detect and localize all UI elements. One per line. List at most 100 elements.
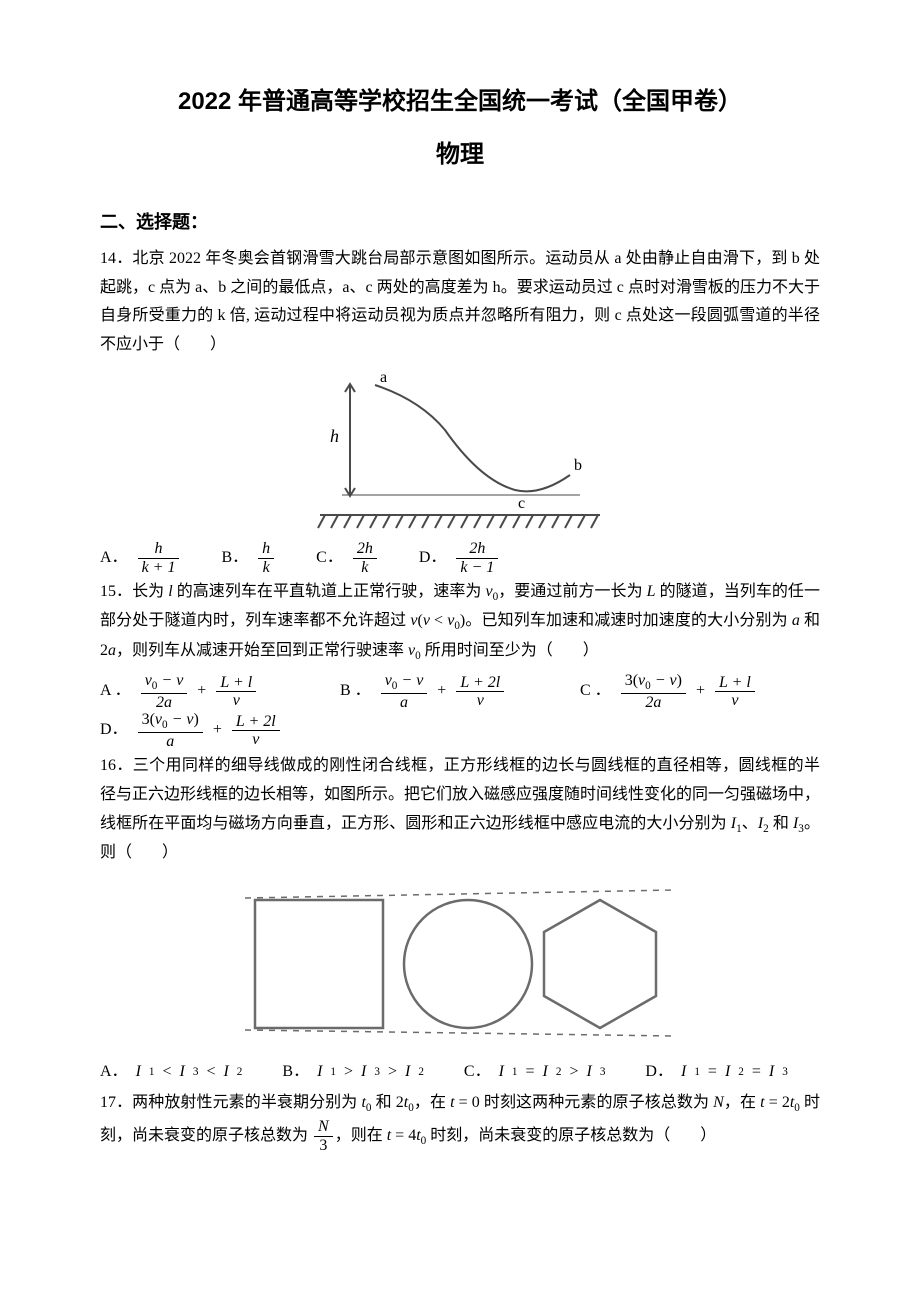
rel2: <: [206, 1058, 215, 1087]
ski-jump-diagram: a b c h: [280, 370, 640, 530]
n1: v: [385, 672, 392, 689]
frac-num: 2h: [353, 540, 377, 559]
opt-label: A．: [100, 544, 128, 573]
q15-t3: ，要通过前方一长为: [498, 583, 646, 600]
n2: L + l: [715, 674, 755, 693]
frac-den: k + 1: [138, 559, 180, 577]
eq: =: [526, 1058, 535, 1087]
q14-options: A． hk + 1 B． hk C． 2hk D． 2hk − 1: [100, 540, 820, 576]
d1: 2a: [621, 694, 686, 712]
four: 4: [408, 1127, 416, 1144]
rel: >: [344, 1058, 353, 1087]
q14-opt-a: A． hk + 1: [100, 540, 181, 576]
c2: 2: [396, 1094, 404, 1111]
d2: v: [232, 731, 280, 749]
question-16: 16．三个用同样的细导线做成的刚性闭合线框，正方形线框的边长与圆线框的直径相等，…: [100, 752, 820, 868]
s3: 3: [193, 1062, 199, 1082]
page-subtitle: 物理: [100, 133, 820, 176]
s1: 1: [330, 1062, 336, 1082]
lt: <: [430, 612, 447, 629]
s2: 2: [237, 1062, 243, 1082]
opt-label: B ．: [340, 677, 371, 706]
opt-label: D．: [419, 544, 447, 573]
question-14: 14．北京 2022 年冬奥会首钢滑雪大跳台局部示意图如图所示。运动员从 a 处…: [100, 245, 820, 360]
I2: I: [725, 1058, 730, 1087]
fn: N: [314, 1118, 333, 1137]
label-c: c: [518, 495, 525, 512]
q14-end: ）: [210, 336, 226, 353]
s2: 2: [556, 1062, 562, 1082]
I2: I: [223, 1058, 228, 1087]
d2: v: [456, 692, 504, 710]
var-a2: a: [108, 642, 116, 659]
eq2: =: [765, 1094, 782, 1111]
s2: 2: [418, 1062, 424, 1082]
q14-opt-c: C． 2hk: [316, 540, 379, 576]
d2: 和: [769, 815, 793, 832]
s1: 1: [149, 1062, 155, 1082]
eq3: =: [391, 1127, 408, 1144]
n2: L + 2l: [456, 674, 504, 693]
q15-t5: 。已知列车加速和减速时加速度的大小分别为: [465, 612, 792, 629]
q15-t8: 所用时间至少为（: [421, 642, 553, 659]
q17-t3: 时刻这两种元素的原子核总数为: [480, 1094, 713, 1111]
rel2: >: [388, 1058, 397, 1087]
q15-t6: 和: [800, 612, 820, 629]
d1: a: [138, 733, 203, 751]
s1: 1: [512, 1062, 518, 1082]
var-v0: v: [486, 583, 493, 600]
q15-opt-a: A ． v0 − v2a + L + lv: [100, 672, 300, 711]
plus: +: [213, 716, 222, 745]
I1: I: [317, 1058, 322, 1087]
label-h: h: [330, 426, 339, 446]
q16-end: ）: [162, 844, 178, 861]
q15-opt-c: C ． 3(v0 − v)2a + L + lv: [580, 672, 780, 711]
mid: − v: [157, 672, 183, 689]
frac-den: k: [353, 559, 377, 577]
mid: − v: [651, 672, 677, 689]
ground-hatch: [318, 515, 600, 528]
q15-t7: ，则列车从减速开始至回到正常行驶速率: [116, 642, 408, 659]
s1: 1: [694, 1062, 700, 1082]
n1: v: [145, 672, 152, 689]
opt-label: C．: [316, 544, 343, 573]
var-L: L: [647, 583, 656, 600]
plus: +: [437, 677, 446, 706]
frac-num: h: [258, 540, 274, 559]
q16-options: A． I1 < I3 < I2 B． I1 > I3 > I2 C． I1 = …: [100, 1058, 820, 1087]
s3: 3: [374, 1062, 380, 1082]
opt-label: B．: [282, 1058, 309, 1087]
q16-figure: [100, 878, 820, 1048]
fd: 3: [314, 1137, 333, 1155]
frac-den: k: [258, 559, 274, 577]
n2: L + 2l: [232, 713, 280, 732]
n2: L + l: [216, 674, 256, 693]
eq: =: [455, 1094, 472, 1111]
rel: <: [162, 1058, 171, 1087]
d2: v: [715, 692, 755, 710]
s3: 3: [600, 1062, 606, 1082]
q14-opt-d: D． 2hk − 1: [419, 540, 500, 576]
q17-t1: 两种放射性元素的半衰期分别为: [132, 1094, 361, 1111]
q15-number: 15．: [100, 583, 132, 600]
page-title: 2022 年普通高等学校招生全国统一考试（全国甲卷）: [100, 80, 820, 123]
q15-end: ）: [583, 642, 599, 659]
q17-t2: ，在: [414, 1094, 450, 1111]
opt-label: C ．: [580, 677, 611, 706]
and: 和: [371, 1094, 395, 1111]
q15-t2: 的高速列车在平直轨道上正常行驶，速率为: [173, 583, 486, 600]
var-v2: v: [423, 612, 430, 629]
question-15: 15．长为 l 的高速列车在平直轨道上正常行驶，速率为 v0，要通过前方一长为 …: [100, 578, 820, 666]
q15-t1: 长为: [132, 583, 168, 600]
var-a: a: [792, 612, 800, 629]
q16-opt-d: D． I1 = I2 = I3: [645, 1058, 787, 1087]
plus: +: [197, 677, 206, 706]
N: N: [713, 1094, 724, 1111]
shapes-diagram: [240, 878, 680, 1048]
frac-num: h: [138, 540, 180, 559]
I2: I: [543, 1058, 548, 1087]
q15-opt-b: B ． v0 − va + L + 2lv: [340, 672, 540, 711]
I1: I: [681, 1058, 686, 1087]
d1: a: [381, 694, 428, 712]
I1: I: [136, 1058, 141, 1087]
